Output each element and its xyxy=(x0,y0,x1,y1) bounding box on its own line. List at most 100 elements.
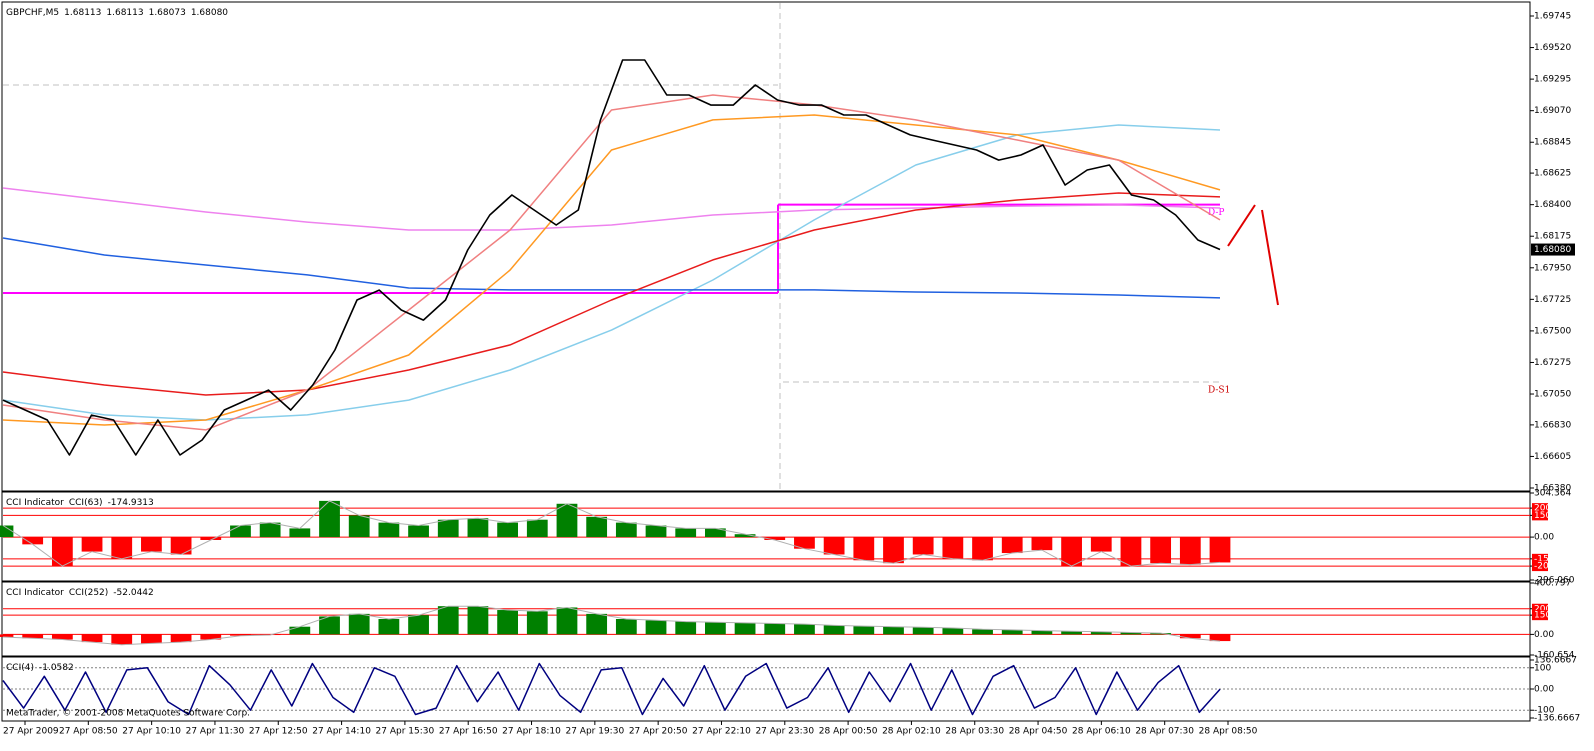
histogram-bar xyxy=(170,634,192,643)
histogram-bar xyxy=(675,528,697,538)
last-price-box xyxy=(1531,243,1575,256)
histogram-bar xyxy=(348,613,370,635)
x-tick-label: 28 Apr 08:50 xyxy=(1199,727,1258,737)
header-field: 1.68073 xyxy=(149,8,186,18)
cci-line xyxy=(2,605,1221,646)
histogram-bar xyxy=(1031,537,1053,551)
y-tick-label: 0.00 xyxy=(1534,533,1554,543)
y-tick-label: 0.00 xyxy=(1534,630,1554,640)
drawn-arrow xyxy=(1261,209,1279,306)
histogram-bar xyxy=(883,626,904,635)
histogram-bar xyxy=(378,522,400,538)
x-tick-label: 28 Apr 06:10 xyxy=(1072,727,1131,737)
histogram-bar xyxy=(200,634,222,640)
histogram-bar xyxy=(259,522,281,538)
x-tick-label: 27 Apr 22:10 xyxy=(692,727,751,737)
histogram-bar xyxy=(764,623,786,635)
series-line xyxy=(2,237,1221,299)
y-tick-label: 1.67725 xyxy=(1534,295,1571,305)
histogram-bar xyxy=(1179,634,1201,639)
y-tick-label: 1.68845 xyxy=(1534,138,1571,148)
histogram-bar xyxy=(1209,634,1231,642)
histogram-bar xyxy=(1061,631,1082,635)
histogram-bar xyxy=(111,537,133,559)
y-tick-label: 136.6667 xyxy=(1534,656,1577,666)
histogram-bar xyxy=(586,613,608,635)
histogram-bar xyxy=(22,537,44,545)
x-tick-label: 27 Apr 18:10 xyxy=(502,727,561,737)
level-label-box xyxy=(1532,561,1548,572)
y-tick-label: 1.69520 xyxy=(1534,43,1571,53)
histogram-bar xyxy=(526,519,548,538)
histogram-bar xyxy=(51,634,73,640)
histogram-bar xyxy=(823,625,845,635)
y-tick-label: 1.67050 xyxy=(1534,390,1571,400)
y-tick-label: 400.797 xyxy=(1534,579,1571,589)
y-tick-label: 0.00 xyxy=(1534,685,1554,695)
copyright: MetaTrader, © 2001-2008 MetaQuotes Softw… xyxy=(6,709,250,719)
histogram-bar xyxy=(408,615,429,635)
header-field: -174.9313 xyxy=(108,498,154,508)
histogram-bar xyxy=(1179,537,1201,565)
x-tick-label: 28 Apr 02:10 xyxy=(882,727,941,737)
histogram-bar xyxy=(81,634,103,643)
histogram-bar xyxy=(1209,537,1231,563)
y-tick-label: -296.060 xyxy=(1534,576,1575,586)
histogram-bar xyxy=(22,634,44,639)
series-line xyxy=(2,662,1221,716)
level-label-box xyxy=(1532,510,1548,521)
level-label-box xyxy=(1532,553,1548,564)
histogram-bar xyxy=(1090,537,1112,552)
histogram-bar xyxy=(526,611,548,635)
y-tick-label: 1.66380 xyxy=(1534,484,1571,494)
y-tick-label: 1.67500 xyxy=(1534,326,1571,336)
header-field: CCI Indicator xyxy=(6,588,64,598)
histogram-bar xyxy=(81,537,103,552)
histogram-bar xyxy=(853,537,875,561)
drawn-arrow xyxy=(1227,204,1256,247)
histogram-bar xyxy=(734,622,756,635)
histogram-bar xyxy=(556,503,578,538)
histogram-bar xyxy=(972,537,993,561)
histogram-bar xyxy=(289,626,311,635)
level-label-box xyxy=(1532,610,1548,621)
histogram-bar xyxy=(1061,537,1082,567)
histogram-bar xyxy=(675,621,697,635)
histogram-bar xyxy=(823,537,845,555)
histogram-bar xyxy=(230,525,251,538)
histogram-bar xyxy=(883,537,904,564)
histogram-bar xyxy=(615,522,637,538)
cci-line xyxy=(2,500,1221,567)
y-tick-label: -200 xyxy=(1534,562,1555,572)
x-tick-label: 27 Apr 23:30 xyxy=(755,727,814,737)
histogram-bar xyxy=(111,634,133,645)
y-tick-label: 1.66605 xyxy=(1534,452,1571,462)
histogram-bar xyxy=(0,525,14,538)
histogram-bar xyxy=(1150,537,1172,564)
histogram-bar xyxy=(912,537,934,555)
header-field: 1.68113 xyxy=(106,8,143,18)
y-tick-label: 1.66830 xyxy=(1534,420,1571,430)
y-tick-label: 150 xyxy=(1534,611,1551,621)
histogram-bar xyxy=(794,624,815,635)
histogram-bar xyxy=(705,528,726,538)
y-tick-label: 1.68625 xyxy=(1534,169,1571,179)
histogram-bar xyxy=(912,627,934,635)
x-tick-label: 27 Apr 10:10 xyxy=(122,727,181,737)
y-tick-label: 1.69295 xyxy=(1534,75,1571,85)
histogram-bar xyxy=(556,607,578,635)
x-tick-label: 27 Apr 16:50 xyxy=(439,727,498,737)
y-tick-label: -100 xyxy=(1534,706,1555,716)
histogram-bar xyxy=(497,610,518,635)
histogram-bar xyxy=(378,619,400,635)
histogram-bar xyxy=(615,619,637,635)
header-field: -1.0582 xyxy=(39,663,74,673)
histogram-bar xyxy=(853,626,875,635)
histogram-bar xyxy=(1090,631,1112,635)
histogram-bar xyxy=(1001,629,1023,635)
histogram-bar xyxy=(1120,632,1142,635)
histogram-bar xyxy=(764,537,786,540)
level-label-box xyxy=(1532,603,1548,614)
panel-header: CCI Indicator CCI(252) -52.0442 xyxy=(6,588,154,598)
